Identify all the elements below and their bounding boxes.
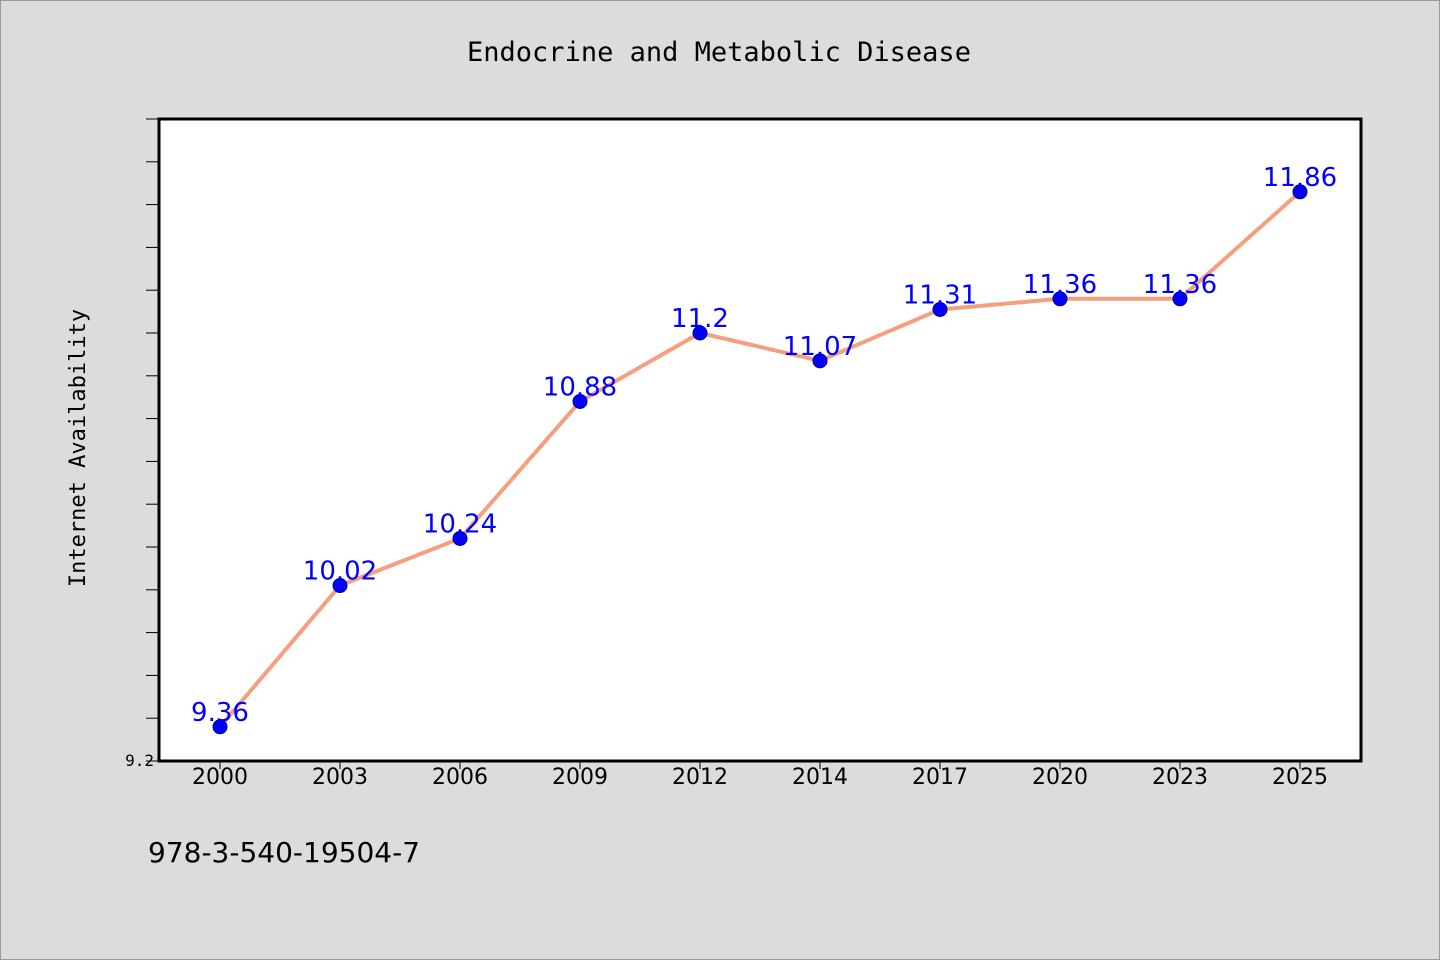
data-label: 11.07	[783, 332, 857, 362]
x-tick-label: 2003	[312, 765, 368, 790]
x-tick-label: 2009	[552, 765, 608, 790]
data-label: 11.86	[1263, 163, 1337, 193]
x-axis-ticks: 2000 2003 2006 2009 2012 2014 2017 2020 2023 2025	[192, 761, 1328, 790]
data-label: 11.31	[903, 280, 977, 310]
data-point	[692, 325, 708, 341]
data-point	[932, 301, 948, 317]
data-point	[572, 393, 588, 409]
data-label: 10.88	[543, 372, 617, 402]
data-label: 11.36	[1143, 270, 1217, 300]
series-line-group	[212, 184, 1308, 735]
data-labels-group: 9.36 10.02 10.24 10.88 11.2 11.07 11.31 11.36 11…	[191, 163, 1337, 728]
x-tick-label: 2023	[1152, 765, 1208, 790]
plot-area	[157, 117, 1363, 763]
chart-title: Endocrine and Metabolic Disease	[467, 37, 971, 68]
data-label: 10.24	[423, 509, 497, 539]
footer-code: 978-3-540-19504-7	[148, 836, 420, 869]
x-tick-label: 2017	[912, 765, 968, 790]
data-point	[212, 719, 228, 735]
x-tick-label: 2025	[1272, 765, 1328, 790]
x-tick-label: 2012	[672, 765, 728, 790]
data-point	[1172, 291, 1188, 307]
y-axis-label: Internet Availability	[66, 309, 91, 587]
data-point	[812, 353, 828, 369]
data-label: 11.36	[1023, 270, 1097, 300]
data-point	[1052, 291, 1068, 307]
data-label: 11.2	[671, 304, 729, 334]
x-tick-label: 2006	[432, 765, 488, 790]
x-tick-label: 2000	[192, 765, 248, 790]
x-tick-label: 2020	[1032, 765, 1088, 790]
data-point	[452, 530, 468, 546]
data-point	[332, 578, 348, 594]
series-line	[218, 190, 1302, 729]
y-axis-ticks	[146, 118, 159, 762]
data-label: 10.02	[303, 557, 377, 587]
data-point	[1292, 184, 1308, 200]
x-tick-label: 2014	[792, 765, 848, 790]
y-tick-label-min: 9.2	[125, 751, 154, 770]
data-label: 9.36	[191, 698, 249, 728]
